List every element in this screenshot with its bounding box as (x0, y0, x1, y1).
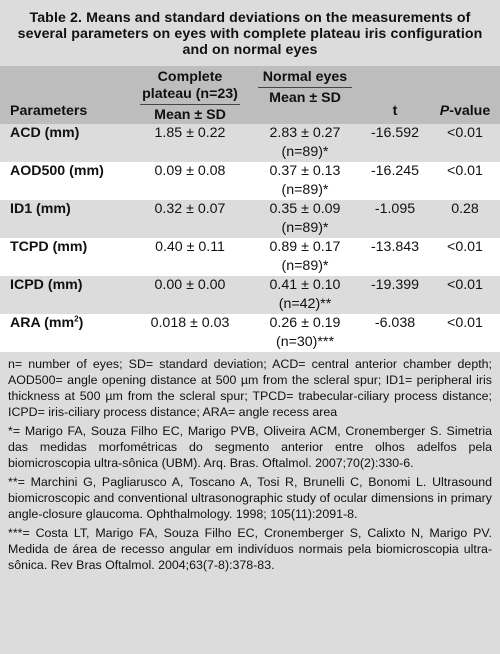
row-p-value: <0.01 (447, 125, 483, 141)
footnote-ref-1: *= Marigo FA, Souza Filho EC, Marigo PVB… (8, 424, 492, 470)
table-header-row: Parameters Complete plateau (n=23) Mean … (0, 66, 500, 124)
row-parameter: ID1 (mm) (10, 201, 71, 217)
row-normal-n: (n=30)*** (276, 334, 334, 350)
table-footnotes: n= number of eyes; SD= standard deviatio… (0, 352, 500, 573)
row-normal-n: (n=42)** (278, 296, 332, 312)
row-t-value: -6.038 (374, 315, 416, 331)
header-normal-label: Normal eyes (258, 69, 352, 88)
footnote-abbreviations: n= number of eyes; SD= standard deviatio… (8, 357, 492, 419)
row-normal-n: (n=89)* (281, 144, 329, 160)
row-complete-value: 0.018 ± 0.03 (150, 315, 230, 331)
row-parameter: AOD500 (mm) (10, 163, 104, 179)
row-normal-mean: 0.35 ± 0.09 (269, 201, 341, 217)
table-row: AOD500 (mm) 0.09 ± 0.08 0.37 ± 0.13 (n=89… (0, 162, 500, 200)
row-normal-mean: 0.41 ± 0.10 (269, 277, 341, 293)
row-normal-mean: 2.83 ± 0.27 (269, 125, 341, 141)
row-t-value: -16.592 (370, 125, 420, 141)
header-p-value: P-value (430, 66, 500, 124)
row-p-value: <0.01 (447, 163, 483, 179)
row-p-value: 0.28 (451, 201, 479, 217)
row-t-value: -13.843 (370, 239, 420, 255)
row-complete-value: 0.32 ± 0.07 (154, 201, 226, 217)
header-t: t (392, 103, 398, 119)
row-complete-value: 0.00 ± 0.00 (154, 277, 226, 293)
table-row: ACD (mm) 1.85 ± 0.22 2.83 ± 0.27 (n=89)* … (0, 124, 500, 162)
row-p-value: <0.01 (447, 239, 483, 255)
row-normal-value: 0.89 ± 0.17 (n=89)* (250, 238, 360, 276)
row-complete-value: 1.85 ± 0.22 (154, 125, 226, 141)
table-row: ARA (mm2) 0.018 ± 0.03 0.26 ± 0.19 (n=30)… (0, 314, 500, 352)
header-normal-eyes: Normal eyes Mean ± SD (250, 66, 360, 124)
header-complete-label: Complete plateau (n=23) (140, 69, 240, 105)
row-normal-value: 0.41 ± 0.10 (n=42)** (250, 276, 360, 314)
table-row: ICPD (mm) 0.00 ± 0.00 0.41 ± 0.10 (n=42)*… (0, 276, 500, 314)
header-p-rest: -value (449, 103, 491, 119)
header-normal-mean-sd: Mean ± SD (269, 90, 341, 106)
row-p-value: <0.01 (447, 277, 483, 293)
table-row: TCPD (mm) 0.40 ± 0.11 0.89 ± 0.17 (n=89)*… (0, 238, 500, 276)
header-complete-plateau: Complete plateau (n=23) Mean ± SD (130, 66, 250, 124)
row-complete-value: 0.09 ± 0.08 (154, 163, 226, 179)
footnote-ref-3: ***= Costa LT, Marigo FA, Souza Filho EC… (8, 526, 492, 572)
row-parameter-main: ARA (mm (10, 315, 75, 331)
row-parameter-end: ) (78, 315, 84, 331)
data-table: Parameters Complete plateau (n=23) Mean … (0, 66, 500, 352)
row-normal-n: (n=89)* (281, 220, 329, 236)
row-t-value: -1.095 (374, 201, 416, 217)
row-complete-value: 0.40 ± 0.11 (155, 239, 225, 255)
table-title: Table 2. Means and standard deviations o… (17, 10, 483, 58)
row-parameter-sup: 2 (74, 314, 79, 324)
row-parameter: ICPD (mm) (10, 277, 83, 293)
table-row: ID1 (mm) 0.32 ± 0.07 0.35 ± 0.09 (n=89)* … (0, 200, 500, 238)
header-complete-mean-sd: Mean ± SD (154, 107, 226, 123)
row-normal-mean: 0.26 ± 0.19 (269, 315, 341, 331)
row-normal-value: 0.26 ± 0.19 (n=30)*** (250, 314, 360, 352)
row-normal-value: 0.37 ± 0.13 (n=89)* (250, 162, 360, 200)
row-normal-value: 0.35 ± 0.09 (n=89)* (250, 200, 360, 238)
row-normal-n: (n=89)* (281, 258, 329, 274)
row-parameter: ARA (mm2) (0, 314, 130, 352)
row-p-value: <0.01 (447, 315, 483, 331)
row-normal-mean: 0.37 ± 0.13 (269, 163, 341, 179)
row-parameter: ACD (mm) (10, 125, 80, 141)
header-parameters: Parameters (10, 103, 88, 119)
row-normal-n: (n=89)* (281, 182, 329, 198)
row-parameter: TCPD (mm) (10, 239, 88, 255)
header-p-italic: P (439, 103, 450, 119)
row-normal-value: 2.83 ± 0.27 (n=89)* (250, 124, 360, 162)
row-t-value: -19.399 (370, 277, 420, 293)
footnote-ref-2: **= Marchini G, Pagliarusco A, Toscano A… (8, 475, 492, 521)
row-t-value: -16.245 (370, 163, 420, 179)
row-normal-mean: 0.89 ± 0.17 (269, 239, 341, 255)
